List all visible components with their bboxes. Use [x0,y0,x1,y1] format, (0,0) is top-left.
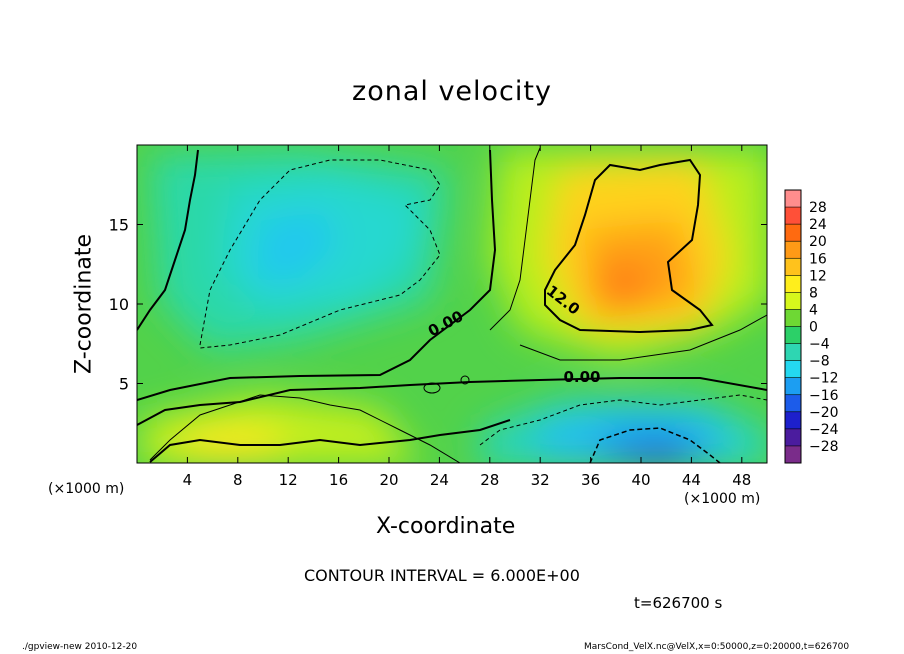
colorbar-label: 24 [809,217,827,233]
colorbar-swatch [785,275,801,293]
contour-small-loop-2 [460,375,470,385]
colorbar-swatch [785,377,801,396]
colorbar-label: −16 [809,388,839,404]
x-ticks: 4 8 12 16 20 24 28 32 36 40 44 48 [183,145,751,489]
colorbar-label: 16 [809,251,827,267]
colorbar-swatch [785,343,801,362]
x-tick-label: 24 [430,471,449,489]
colorbar-swatch [785,428,801,447]
contour-label: 0.00 [563,368,600,386]
contour-west-pos-six [149,394,461,463]
x-tick-label: 44 [682,471,701,489]
colorbar-label: 28 [809,200,827,216]
y-tick-label: 15 [109,216,129,235]
contour-six [489,147,541,331]
colorbar-swatch [785,411,801,430]
x-tick-label: 40 [631,471,650,489]
colorbar-swatch [785,326,801,345]
colorbar-swatch [785,445,801,464]
footer-left: ./gpview-new 2010-12-20 [22,642,138,652]
x-tick-label: 4 [183,471,193,489]
x-tick-label: 20 [379,471,398,489]
colorbar-swatch [785,394,801,413]
contour-twelve [544,158,714,334]
colorbar-label: 12 [809,268,827,284]
colorbar-label: −28 [809,439,839,455]
x-tick-label: 28 [480,471,499,489]
colorbar-swatch [785,224,801,242]
colorbar-swatch [785,360,801,379]
x-tick-label: 48 [732,471,751,489]
x-tick-label: 32 [531,471,550,489]
x-tick-label: 8 [233,471,243,489]
chart-title: zonal velocity [352,76,552,107]
colorbar-label: −8 [809,354,830,370]
colorbar-label: −12 [809,371,839,387]
x-tick-label: 12 [279,471,298,489]
x-unit-label: (×1000 m) [684,491,761,507]
y-unit-label: (×1000 m) [48,481,125,497]
x-tick-label: 36 [581,471,600,489]
colorbar-swatch [785,241,801,259]
colorbar-label: −4 [809,337,830,353]
colorbar-swatch [785,258,801,276]
contour-zero-surface [149,419,511,463]
y-ticks: 5 10 15 [109,216,767,394]
contour-neg-twelve [589,427,721,463]
contour-neg-six [199,159,441,349]
contour-lines [137,147,767,463]
contour-small-loop [423,382,441,394]
contour-zero-low [137,377,767,426]
contour-neg-six-surface [479,394,767,446]
colorbar-swatch [785,207,801,225]
colorbar-swatch [785,190,801,208]
contour-interval: CONTOUR INTERVAL = 6.000E+00 [304,566,580,585]
time-label: t=626700 s [634,594,723,612]
field-area [137,145,767,463]
footer-right: MarsCond_VelX.nc@VelX,x=0:50000,z=0:2000… [584,642,850,652]
y-tick-label: 10 [109,295,129,314]
colorbar-label: −24 [809,422,839,438]
x-axis-label: X-coordinate [376,514,516,539]
colorbar-label: 20 [809,234,827,250]
colorbar-label: 4 [809,302,818,318]
contour-six-east [519,314,767,361]
colorbar-swatch [785,292,801,310]
colorbar-label: 8 [809,285,818,301]
contour-zero-west [137,149,199,331]
x-tick-label: 16 [329,471,348,489]
colorbar-swatch [785,309,801,327]
colorbar-label: 0 [809,320,818,336]
contour-zero-mid [137,149,497,401]
colorbar-label: −20 [809,405,839,421]
y-axis-label: Z-coordinate [71,234,97,374]
y-tick-label: 5 [119,375,129,394]
